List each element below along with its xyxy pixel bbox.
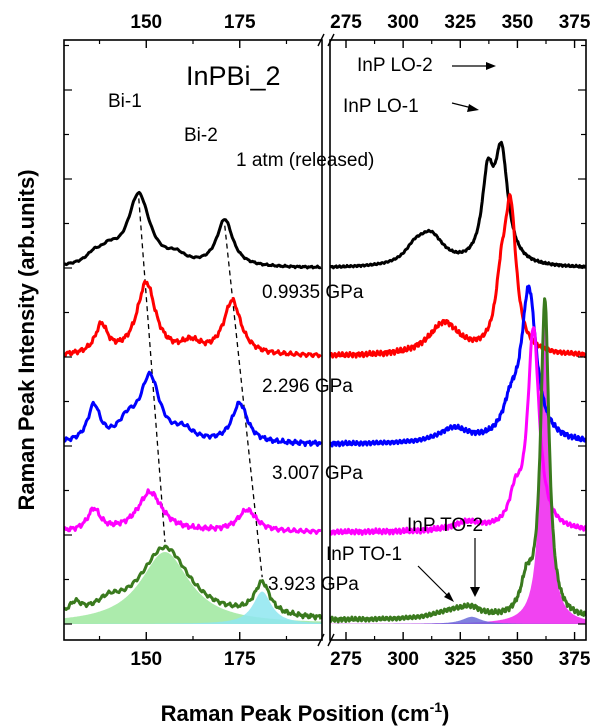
component-fills-left bbox=[64, 552, 322, 624]
component-fills-right bbox=[330, 307, 586, 624]
series-line-3-right bbox=[330, 326, 586, 536]
x-tick-label-top: 275 bbox=[330, 12, 362, 33]
break-mark-a1 bbox=[317, 633, 325, 647]
series-line-3-left bbox=[64, 488, 322, 535]
series-line-0-right bbox=[330, 140, 586, 270]
series-label-0.9935: 0.9935 GPa bbox=[262, 282, 364, 303]
series-label-1atm: 1 atm (released) bbox=[236, 150, 374, 171]
peak-label-bi-1: Bi-1 bbox=[108, 91, 142, 112]
peak-label-inp-lo-2: InP LO-2 bbox=[357, 55, 433, 76]
series-label-3.923: 3.923 GPa bbox=[268, 574, 359, 595]
x-tick-label-bottom: 300 bbox=[387, 649, 419, 670]
sample-label: InPBi_2 bbox=[186, 61, 281, 91]
x-tick-label-bottom: 150 bbox=[130, 649, 162, 670]
component-fill-0 bbox=[64, 552, 322, 624]
break-mark-b1 bbox=[327, 633, 335, 647]
guide-line-1 bbox=[224, 225, 263, 578]
x-tick-label-top: 325 bbox=[444, 12, 476, 33]
x-tick-label-top: 300 bbox=[387, 12, 419, 33]
axis-break-gap bbox=[323, 34, 329, 646]
break-mark-b0 bbox=[327, 33, 335, 47]
x-tick-label-top: 150 bbox=[130, 12, 162, 33]
spectra-left bbox=[64, 190, 322, 621]
plot-frame bbox=[63, 33, 587, 647]
guide-line-0 bbox=[138, 198, 166, 543]
x-tick-label-top: 375 bbox=[559, 12, 591, 33]
series-label-3.007: 3.007 GPa bbox=[272, 463, 363, 484]
peak-label-inp-lo-1: InP LO-1 bbox=[343, 96, 419, 117]
y-axis-label: Raman Peak Intensity (arb.units) bbox=[14, 169, 39, 510]
series-line-4-left bbox=[64, 544, 322, 621]
series-line-2-right bbox=[330, 284, 586, 448]
spectra-right bbox=[330, 140, 586, 624]
axis-ticks: 150 150 175 175 275 275 300 300 325 325 350 350 375 3… bbox=[64, 12, 591, 670]
peak-shift-guides bbox=[138, 198, 263, 578]
peak-label-bi-2: Bi-2 bbox=[184, 125, 218, 146]
series-line-4-right bbox=[330, 297, 586, 624]
x-tick-label-bottom: 325 bbox=[444, 649, 476, 670]
frame-right bbox=[329, 39, 587, 641]
break-mark-a0 bbox=[317, 33, 325, 47]
x-tick-label-bottom: 275 bbox=[330, 649, 362, 670]
component-fill-3 bbox=[330, 616, 586, 624]
component-fill-1 bbox=[64, 591, 322, 624]
peak-label-inp-to-1: InP TO-1 bbox=[326, 544, 402, 565]
series-line-2-left bbox=[64, 370, 322, 448]
x-tick-label-bottom: 350 bbox=[502, 649, 534, 670]
x-axis-label: Raman Peak Position (cm-1) bbox=[161, 699, 450, 726]
series-label-2.296: 2.296 GPa bbox=[262, 376, 353, 397]
x-tick-label-top: 175 bbox=[224, 12, 256, 33]
x-tick-label-bottom: 375 bbox=[559, 649, 591, 670]
peak-label-inp-to-2: InP TO-2 bbox=[407, 515, 483, 536]
x-tick-label-bottom: 175 bbox=[224, 649, 256, 670]
x-tick-label-top: 350 bbox=[502, 12, 534, 33]
annotation-arrows bbox=[417, 62, 496, 602]
series-line-1-left bbox=[64, 279, 322, 359]
series-line-0-left bbox=[64, 190, 322, 270]
